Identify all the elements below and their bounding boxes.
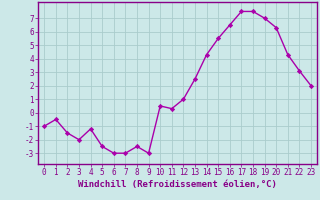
X-axis label: Windchill (Refroidissement éolien,°C): Windchill (Refroidissement éolien,°C) [78, 180, 277, 189]
